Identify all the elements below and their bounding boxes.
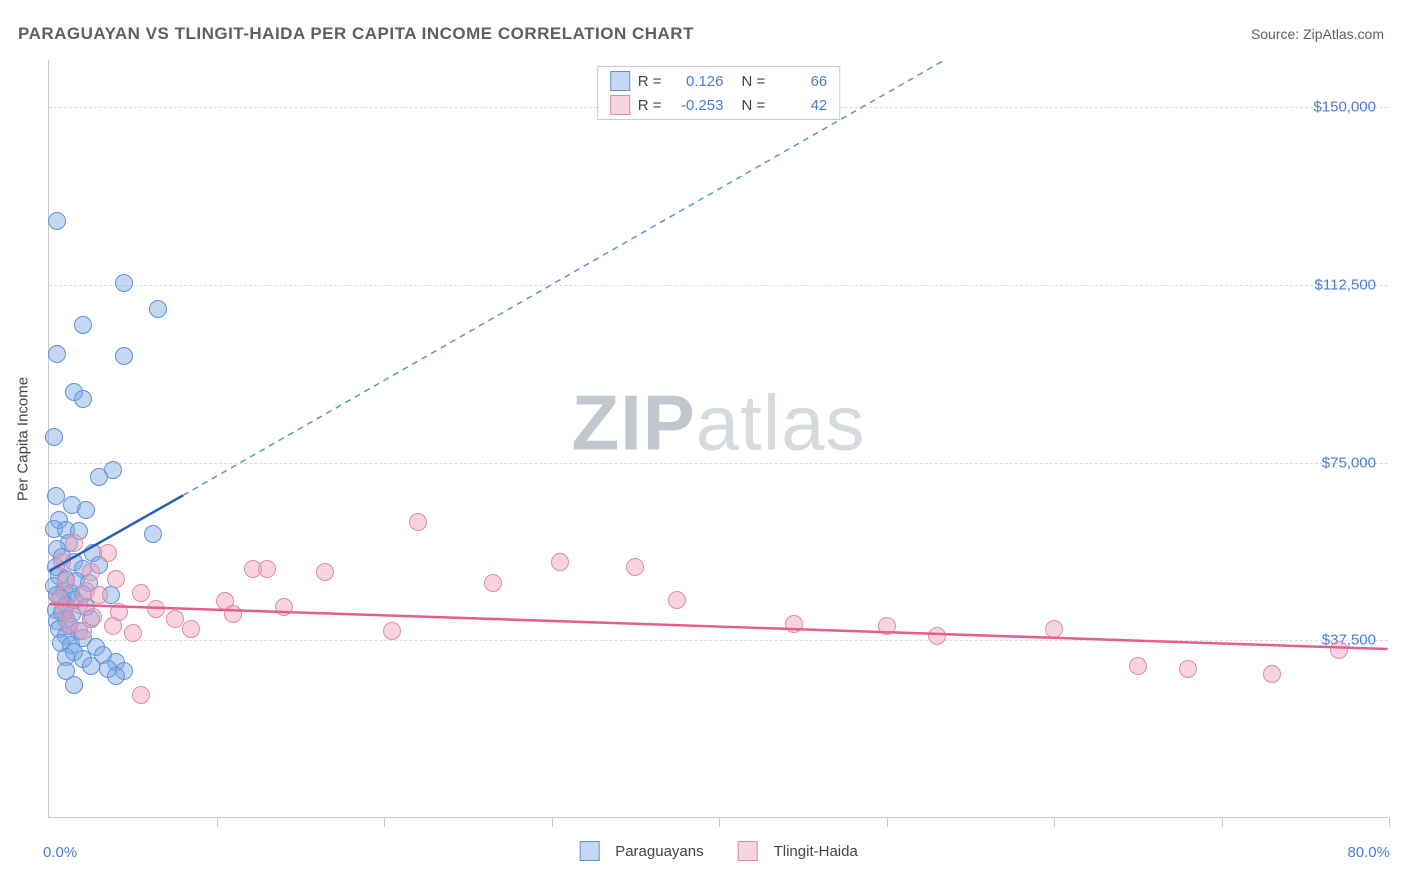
data-point <box>115 347 133 365</box>
data-point <box>409 513 427 531</box>
legend-swatch-paraguayans <box>579 841 599 861</box>
r-value-paraguayans: 0.126 <box>668 73 724 90</box>
data-point <box>90 586 108 604</box>
x-tick <box>1389 817 1390 827</box>
data-point <box>785 615 803 633</box>
data-point <box>668 591 686 609</box>
data-point <box>48 212 66 230</box>
data-point <box>74 316 92 334</box>
data-point <box>48 345 66 363</box>
data-point <box>878 617 896 635</box>
n-value-paraguayans: 66 <box>771 73 827 90</box>
data-point <box>316 563 334 581</box>
r-label: R = <box>638 97 662 114</box>
data-point <box>182 620 200 638</box>
legend-label-tlingit-haida: Tlingit-Haida <box>774 843 858 860</box>
source-value: ZipAtlas.com <box>1303 26 1384 42</box>
data-point <box>53 553 71 571</box>
data-point <box>258 560 276 578</box>
trend-line <box>49 604 1387 649</box>
source-label: Source: <box>1251 26 1299 42</box>
data-point <box>90 468 108 486</box>
chart-title: PARAGUAYAN VS TLINGIT-HAIDA PER CAPITA I… <box>18 24 694 44</box>
source-attribution: Source: ZipAtlas.com <box>1251 26 1384 42</box>
data-point <box>82 657 100 675</box>
trend-lines-overlay <box>49 60 1388 817</box>
x-axis-max-label: 80.0% <box>1347 844 1390 861</box>
data-point <box>1179 660 1197 678</box>
data-point <box>74 390 92 408</box>
grid-line <box>49 640 1388 641</box>
legend-label-paraguayans: Paraguayans <box>615 843 703 860</box>
data-point <box>551 553 569 571</box>
data-point <box>82 563 100 581</box>
r-label: R = <box>638 73 662 90</box>
data-point <box>224 605 242 623</box>
data-point <box>74 622 92 640</box>
watermark: ZIPatlas <box>571 378 865 469</box>
data-point <box>99 544 117 562</box>
data-point <box>275 598 293 616</box>
swatch-tlingit-haida <box>610 95 630 115</box>
data-point <box>45 428 63 446</box>
grid-line <box>49 285 1388 286</box>
x-tick <box>719 817 720 827</box>
x-tick <box>1222 817 1223 827</box>
chart-container: PARAGUAYAN VS TLINGIT-HAIDA PER CAPITA I… <box>0 0 1406 892</box>
data-point <box>626 558 644 576</box>
watermark-zip: ZIP <box>571 379 695 467</box>
trend-line-dashed <box>183 60 969 495</box>
x-tick <box>552 817 553 827</box>
data-point <box>149 300 167 318</box>
stats-row-paraguayans: R = 0.126 N = 66 <box>598 69 840 93</box>
y-tick-label: $112,500 <box>1315 277 1376 294</box>
swatch-paraguayans <box>610 71 630 91</box>
y-axis-title: Per Capita Income <box>15 376 32 500</box>
data-point <box>166 610 184 628</box>
n-value-tlingit-haida: 42 <box>771 97 827 114</box>
data-point <box>144 525 162 543</box>
data-point <box>57 572 75 590</box>
data-point <box>65 534 83 552</box>
data-point <box>47 487 65 505</box>
data-point <box>1129 657 1147 675</box>
data-point <box>1330 641 1348 659</box>
data-point <box>132 584 150 602</box>
data-point <box>928 627 946 645</box>
n-label: N = <box>742 97 766 114</box>
x-tick <box>887 817 888 827</box>
data-point <box>124 624 142 642</box>
legend-item-paraguayans: Paraguayans <box>579 841 703 861</box>
legend-item-tlingit-haida: Tlingit-Haida <box>738 841 858 861</box>
data-point <box>107 570 125 588</box>
data-point <box>115 274 133 292</box>
data-point <box>1263 665 1281 683</box>
data-point <box>104 617 122 635</box>
correlation-stats-box: R = 0.126 N = 66 R = -0.253 N = 42 <box>597 66 841 120</box>
data-point <box>147 600 165 618</box>
data-point <box>107 667 125 685</box>
x-tick <box>384 817 385 827</box>
data-point <box>1045 620 1063 638</box>
n-label: N = <box>742 73 766 90</box>
y-tick-label: $150,000 <box>1313 99 1376 116</box>
data-point <box>132 686 150 704</box>
grid-line <box>49 463 1388 464</box>
data-point <box>65 676 83 694</box>
series-legend: Paraguayans Tlingit-Haida <box>579 841 858 861</box>
x-tick <box>1054 817 1055 827</box>
data-point <box>77 501 95 519</box>
r-value-tlingit-haida: -0.253 <box>668 97 724 114</box>
x-axis-min-label: 0.0% <box>43 844 77 861</box>
plot-area: Per Capita Income ZIPatlas $37,500$75,00… <box>48 60 1388 818</box>
watermark-atlas: atlas <box>696 379 866 467</box>
legend-swatch-tlingit-haida <box>738 841 758 861</box>
y-tick-label: $75,000 <box>1322 454 1376 471</box>
stats-row-tlingit-haida: R = -0.253 N = 42 <box>598 93 840 117</box>
data-point <box>383 622 401 640</box>
x-tick <box>217 817 218 827</box>
data-point <box>484 574 502 592</box>
